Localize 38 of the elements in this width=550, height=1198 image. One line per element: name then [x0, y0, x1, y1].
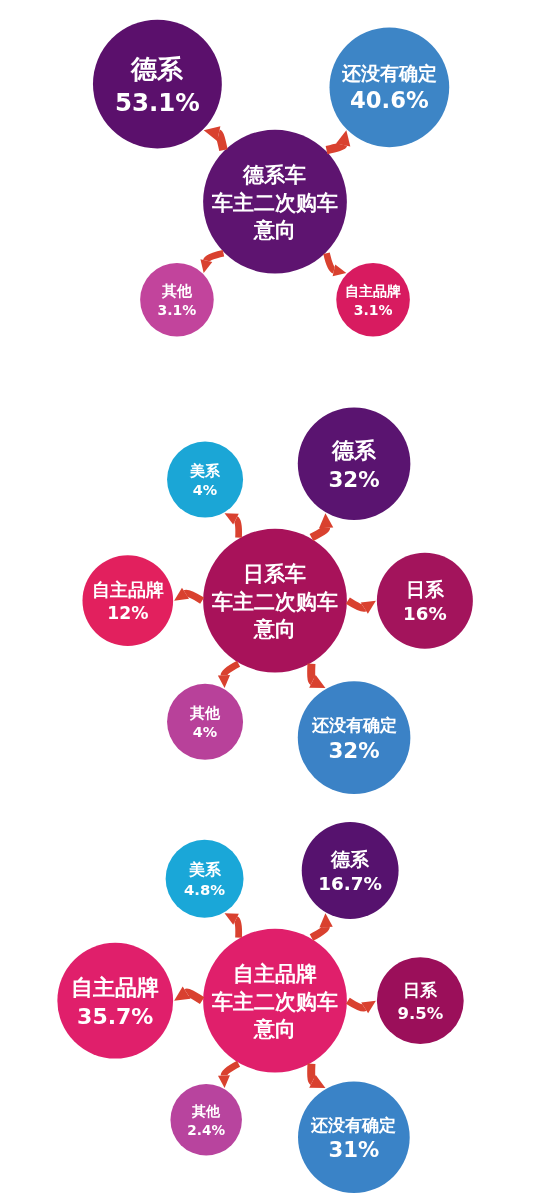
category-label: 德系: [331, 847, 370, 871]
title: 自主品牌: [233, 962, 317, 987]
data-label: 35.7%: [77, 1003, 154, 1029]
data-label: 4%: [192, 482, 218, 499]
category-label: 还没有确定: [341, 63, 437, 85]
data-label: 4.8%: [184, 880, 226, 898]
data-label: 32%: [328, 467, 380, 493]
data-label: 16.7%: [318, 873, 383, 895]
category-label: 美系: [188, 860, 221, 879]
data-label: 31%: [328, 1136, 380, 1162]
category-label: 德系: [131, 53, 184, 84]
title: 德系车: [243, 163, 307, 188]
data-label: 16%: [403, 603, 447, 625]
data-label: 3.1%: [157, 301, 197, 318]
subtitle: 车主二次购车意向: [212, 989, 338, 1041]
category-label: 德系: [332, 437, 377, 464]
title: 日系车: [243, 562, 307, 587]
category-label: 自主品牌: [91, 580, 164, 601]
data-label: 40.6%: [350, 87, 429, 114]
category-label: 美系: [190, 462, 221, 481]
category-label: 其他: [161, 282, 192, 300]
subtitle: 车主二次购车意向: [212, 589, 338, 641]
data-label: 9.5%: [397, 1003, 444, 1023]
category-label: 自主品牌: [345, 283, 402, 299]
subtitle: 车主二次购车意向: [212, 190, 338, 242]
data-label: 4%: [192, 724, 218, 741]
data-label: 2.4%: [187, 1121, 225, 1138]
data-label: 3.1%: [353, 301, 393, 318]
category-label: 还没有确定: [311, 715, 397, 736]
data-label: 53.1%: [114, 87, 200, 117]
category-label: 日系: [405, 578, 444, 602]
data-label: 32%: [328, 737, 380, 763]
category-label: 日系: [403, 980, 438, 1001]
category-label: 其他: [190, 704, 221, 723]
category-label: 自主品牌: [71, 973, 160, 1000]
category-label: 还没有确定: [311, 1114, 397, 1135]
category-label: 其他: [192, 1103, 221, 1119]
data-label: 12%: [107, 603, 149, 624]
